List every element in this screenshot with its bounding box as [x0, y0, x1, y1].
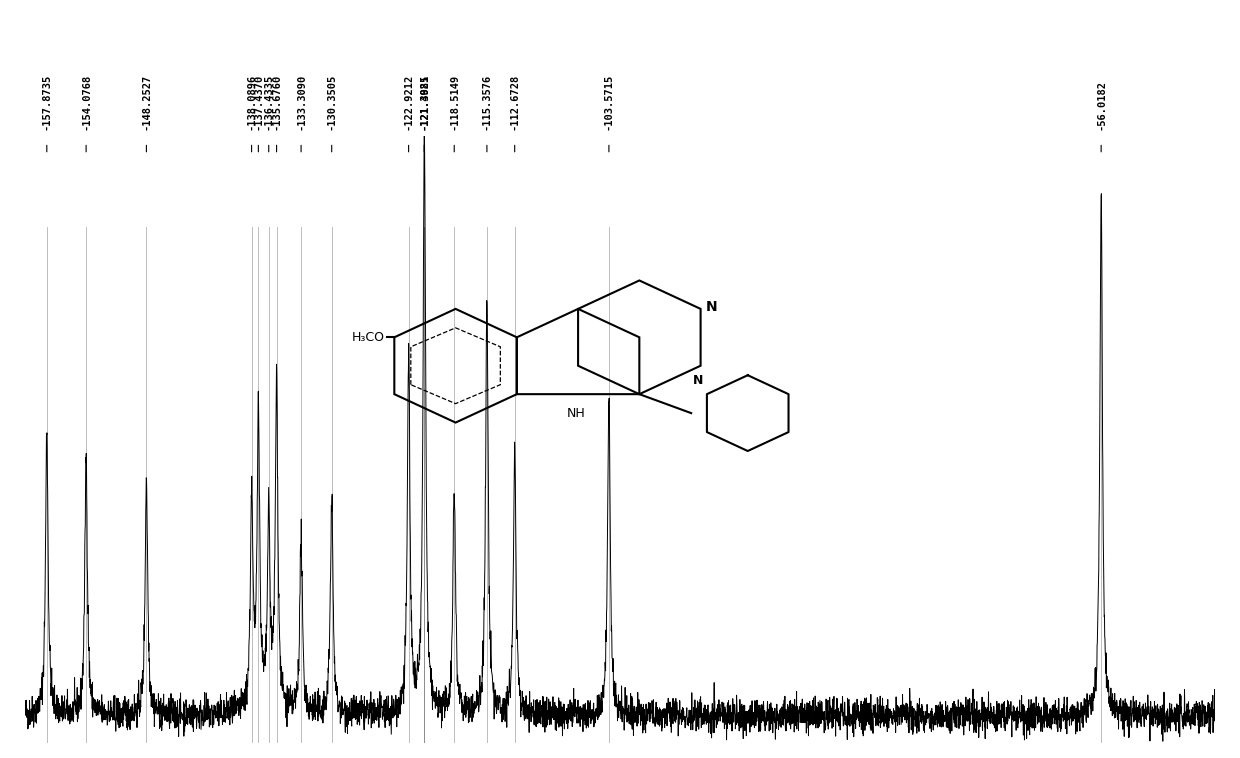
- Text: -115.3576: -115.3576: [482, 74, 492, 130]
- Text: N: N: [706, 300, 717, 314]
- Text: -148.2527: -148.2527: [141, 74, 151, 130]
- Text: -130.3505: -130.3505: [326, 74, 337, 130]
- Text: -122.9212: -122.9212: [403, 74, 414, 130]
- Text: -135.6760: -135.6760: [272, 74, 281, 130]
- Text: -121.4085: -121.4085: [419, 74, 429, 130]
- Text: -138.0896: -138.0896: [247, 74, 257, 130]
- Text: NH: NH: [567, 406, 585, 420]
- Text: -154.0768: -154.0768: [81, 74, 91, 130]
- Text: -157.8735: -157.8735: [42, 74, 52, 130]
- Text: -118.5149: -118.5149: [449, 74, 459, 130]
- Text: -56.0182: -56.0182: [1096, 80, 1106, 130]
- Text: H₃CO: H₃CO: [352, 330, 384, 344]
- Text: -121.3921: -121.3921: [419, 74, 429, 130]
- Text: -137.4370: -137.4370: [253, 74, 263, 130]
- Text: -133.3090: -133.3090: [296, 74, 306, 130]
- Text: -103.5715: -103.5715: [604, 74, 614, 130]
- Text: -112.6728: -112.6728: [510, 74, 520, 130]
- Text: N: N: [693, 374, 703, 387]
- Text: -136.4335: -136.4335: [264, 74, 274, 130]
